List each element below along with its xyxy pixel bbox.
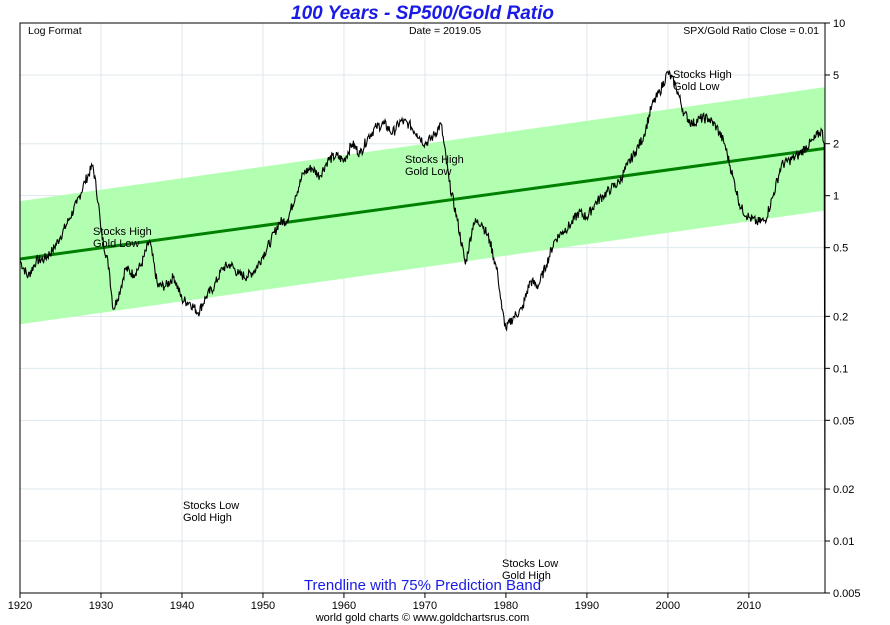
annotation-line: Gold High xyxy=(502,570,551,582)
annotation-line: Stocks High xyxy=(673,69,732,81)
y-tick-label: 0.1 xyxy=(833,363,848,375)
y-tick-label: 0.05 xyxy=(833,415,854,427)
annotation-label: Stocks High Gold Low xyxy=(405,154,464,178)
y-tick-label: 5 xyxy=(833,70,839,82)
y-tick-label: 10 xyxy=(833,18,845,30)
series-line xyxy=(19,70,826,542)
plot-frame xyxy=(19,22,826,594)
x-tick-label: 1930 xyxy=(89,600,113,612)
chart-title: 100 Years - SP500/Gold Ratio xyxy=(291,3,554,24)
y-axis: 10 5 2 1 0.5 0.2 0.1 0.05 0.02 0.01 0.005 xyxy=(825,18,861,600)
annotation-label: Stocks High Gold Low xyxy=(673,69,732,93)
x-tick-label: 1940 xyxy=(170,600,194,612)
x-tick-label: 1990 xyxy=(575,600,599,612)
y-tick-label: 1 xyxy=(833,191,839,203)
annotation-line: Gold Low xyxy=(93,238,140,250)
x-tick-label: 1920 xyxy=(8,600,32,612)
annotation-line: Gold High xyxy=(183,512,232,524)
y-tick-label: 0.01 xyxy=(833,536,854,548)
y-tick-label: 0.005 xyxy=(833,588,861,600)
x-tick-label: 2010 xyxy=(737,600,761,612)
prediction-band xyxy=(20,87,825,325)
trendline xyxy=(19,146,826,261)
x-tick-label: 1950 xyxy=(251,600,275,612)
annotation-line: Stocks High xyxy=(93,226,152,238)
annotation-line: Gold Low xyxy=(673,81,720,93)
band-legend: Trendline with 75% Prediction Band xyxy=(303,577,542,594)
x-tick-label: 1960 xyxy=(332,600,356,612)
footer-credit: world gold charts © www.goldchartsrus.co… xyxy=(315,612,530,624)
annotation-line: Gold Low xyxy=(405,166,452,178)
close-value-label: SPX/Gold Ratio Close = 0.01 xyxy=(683,25,819,37)
x-axis: 1920 1930 1940 1950 1960 1970 1980 1990 2000 2010 xyxy=(8,593,761,612)
y-tick-label: 0.5 xyxy=(833,243,848,255)
annotation-label: Stocks Low Gold High xyxy=(183,500,239,524)
x-tick-label: 2000 xyxy=(656,600,680,612)
y-tick-label: 0.2 xyxy=(833,311,848,323)
x-tick-label: 1970 xyxy=(413,600,437,612)
annotation-label: Stocks High Gold Low xyxy=(93,226,152,250)
annotation-label: Stocks Low Gold High xyxy=(502,558,558,582)
scale-mode-label: Log Format xyxy=(28,25,82,37)
date-label: Date = 2019.05 xyxy=(408,25,482,37)
y-tick-label: 0.02 xyxy=(833,484,854,496)
annotation-line: Stocks Low xyxy=(183,500,240,512)
x-tick-label: 1980 xyxy=(494,600,518,612)
y-tick-label: 2 xyxy=(833,139,839,151)
annotation-line: Stocks High xyxy=(405,154,464,166)
annotation-line: Stocks Low xyxy=(502,558,559,570)
